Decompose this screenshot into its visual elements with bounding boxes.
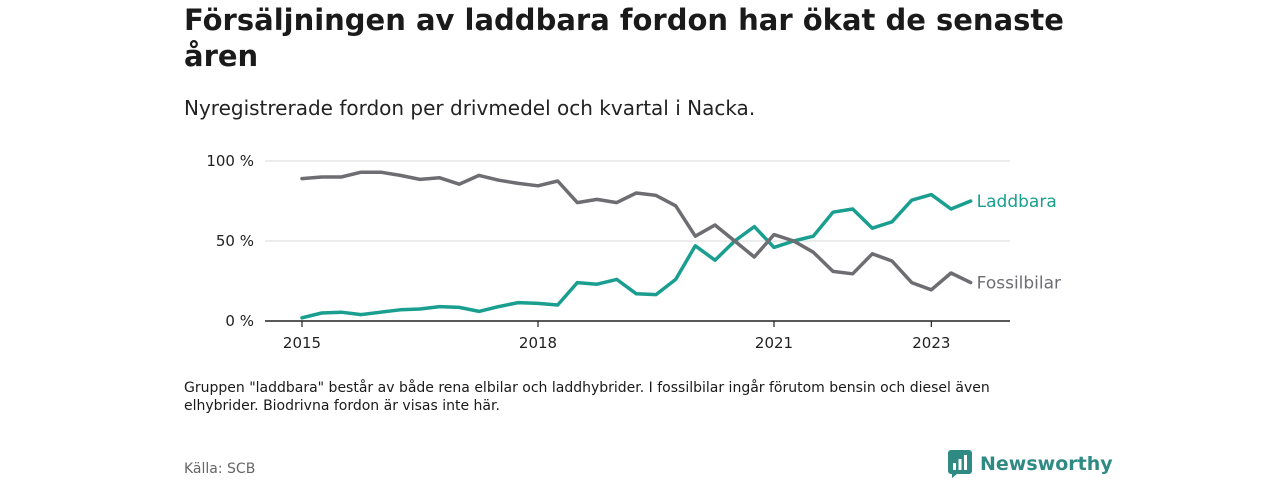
x-tick-label: 2015 (283, 334, 321, 352)
series-line-laddbara (300, 192, 973, 320)
series-line-fossilbilar (300, 170, 973, 292)
series-lines (300, 170, 973, 320)
chart-subtitle: Nyregistrerade fordon per drivmedel och … (184, 96, 756, 120)
newsworthy-logo-icon (948, 450, 972, 478)
chart-title: Försäljningen av laddbara fordon har öka… (184, 3, 1064, 73)
source-label: Källa: SCB (184, 461, 256, 477)
grid-lines (265, 160, 1010, 242)
y-tick-label: 0 % (225, 312, 254, 330)
line-chart: 0 % 50 % 100 % 2015 2018 2021 2023 Laddbara Foss… (206, 152, 1061, 352)
chart-footnote: Gruppen "laddbara" består av både rena e… (184, 380, 990, 414)
y-tick-label: 100 % (206, 152, 254, 170)
series-label-laddbara: Laddbara (977, 192, 1057, 212)
x-tick-label: 2023 (912, 334, 950, 352)
axes (265, 320, 1010, 327)
y-tick-label: 50 % (216, 232, 254, 250)
x-tick-label: 2018 (519, 334, 557, 352)
axis-labels: 0 % 50 % 100 % 2015 2018 2021 2023 Laddbara Foss… (206, 152, 1061, 352)
series-label-fossilbilar: Fossilbilar (977, 274, 1061, 294)
newsworthy-logo: Newsworthy (948, 450, 1113, 478)
x-tick-label: 2021 (755, 334, 793, 352)
newsworthy-logo-text: Newsworthy (980, 453, 1113, 475)
